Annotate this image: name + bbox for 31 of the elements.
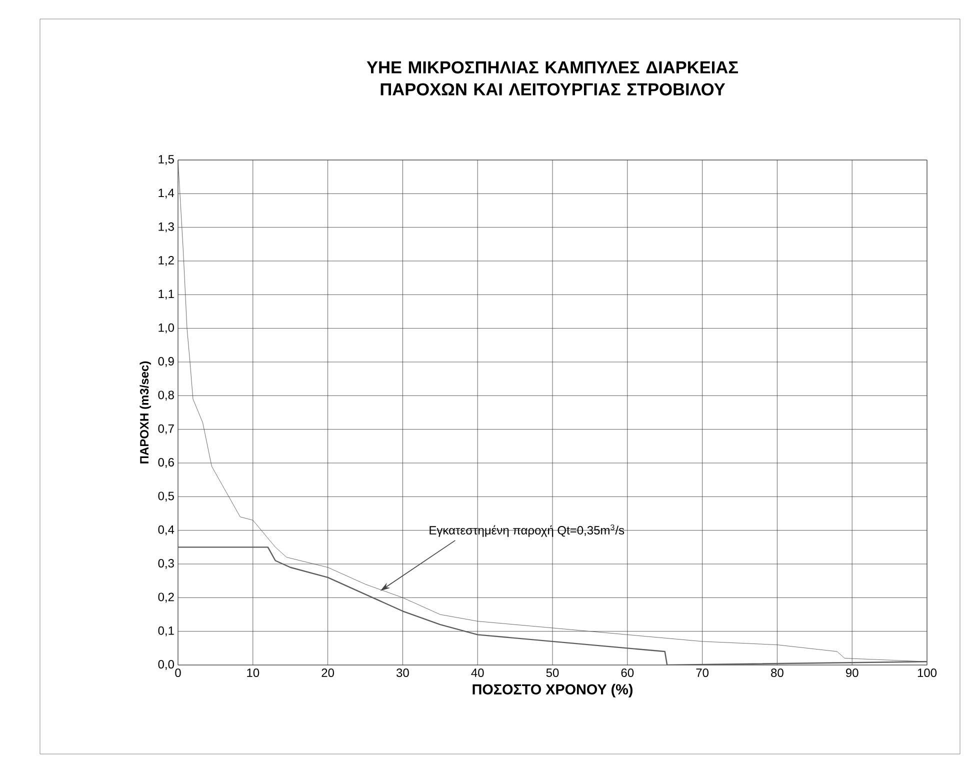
annotation: Εγκατεστημένη παροχή Qt=0,35m$^{3}$/s (430, 524, 624, 537)
x-tick-label: 0 (175, 668, 181, 678)
y-tick-label: 1,3 (158, 222, 174, 232)
y-tick-label: 0,5 (158, 492, 174, 502)
y-tick-label: 0,1 (158, 626, 174, 636)
y-tick-label: 0,2 (158, 592, 174, 603)
chart-title: ΥΗΕ ΜΙΚΡΟΣΠΗΛΙΑΣ ΚΑΜΠΥΛΕΣ ΔΙΑΡΚΕΙΑΣ ΠΑΡΟΧΩΝ ΚΑΙ ΛΕΙΤΟΥΡΓΙΑΣ ΣΤΡΟΒΙΛΟΥ (366, 61, 738, 96)
x-tick-label: 30 (396, 668, 409, 678)
x-tick-label: 90 (846, 668, 858, 678)
y-tick-label: 1,2 (158, 256, 174, 266)
x-tick-label: 80 (771, 668, 784, 678)
y-tick-label: 0,8 (158, 390, 174, 401)
y-tick-label: 1,4 (158, 188, 174, 199)
x-tick-label: 10 (247, 668, 260, 678)
y-tick-label: 0,6 (158, 458, 174, 468)
y-tick-label: 1,1 (158, 290, 174, 300)
x-axis-title: ΠΟΣΟΣΤΟ ΧΡΟΝΟΥ (%) (472, 684, 632, 698)
y-tick-label: 0,4 (158, 525, 174, 536)
x-tick-label: 100 (918, 668, 937, 678)
x-tick-label: 60 (621, 668, 634, 678)
y-tick-label: 0,0 (158, 660, 174, 670)
x-tick-label: 40 (471, 668, 484, 678)
y-tick-label: 1,5 (158, 155, 174, 165)
y-axis-title: ΠΑΡΟΧΗ (m3/sec) (140, 361, 151, 464)
y-tick-label: 0,7 (158, 424, 174, 434)
y-tick-label: 1,0 (158, 323, 174, 334)
y-tick-label: 0,3 (158, 559, 174, 569)
x-tick-label: 70 (696, 668, 709, 678)
x-tick-label: 20 (322, 668, 334, 678)
y-tick-label: 0,9 (158, 357, 174, 367)
x-tick-label: 50 (546, 668, 559, 678)
